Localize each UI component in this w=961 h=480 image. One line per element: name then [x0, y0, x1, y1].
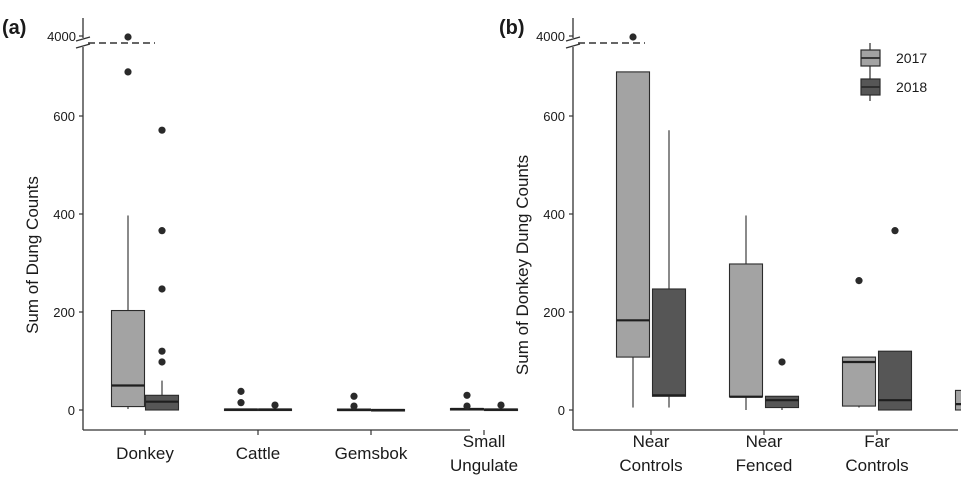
- panel-a-box-1-2017-outlier-1: [237, 387, 245, 395]
- panel-a-category-label-2-line-0: Gemsbok: [335, 444, 408, 463]
- panel-a-box-0-2017-iqr: [110, 309, 146, 408]
- panel-b-box-1-2018-outlier-0: [778, 358, 786, 366]
- panel-a-box-0-2017-outlier-0: [124, 68, 132, 76]
- panel-a-box-2-2017: [336, 392, 372, 412]
- panel-a-box-3-2017-outlier-0: [463, 402, 471, 410]
- panel-a-box-1-2018-outlier-0: [271, 401, 279, 409]
- panel-b-box-0-2017: [615, 33, 651, 408]
- panel-b-y-tick-label-0: 0: [558, 403, 565, 418]
- panel-a-box-0-2018-outlier-1: [158, 347, 166, 355]
- panel-b-category-label-0-line-1: Controls: [619, 456, 682, 475]
- panel-b-y-ticks: 0 200 400 600: [543, 109, 573, 418]
- panel-a-box-2-2017-outlier-1: [350, 392, 358, 400]
- panel-b-box-3-2017: [954, 389, 961, 411]
- panel-b-category-label-2-line-0: Far: [864, 432, 890, 451]
- legend-2017-label: 2017: [896, 50, 927, 66]
- legend-item-2017: 2017: [860, 43, 927, 72]
- panel-a-box-0-2018: [144, 126, 180, 411]
- panel-b-boxes: [615, 33, 961, 411]
- panel-b-break-tick-label: 4000: [536, 29, 565, 44]
- panel-a-break-tick-label: 4000: [47, 29, 76, 44]
- panel-b-box-2-2017-outlier-0: [855, 277, 863, 285]
- panel-a-box-0-2017: [110, 33, 146, 410]
- panel-a: (a) Sum of Dung Counts 4000 0 200 400 600 D…: [2, 17, 519, 475]
- panel-a-category-label-1-line-0: Cattle: [236, 444, 280, 463]
- panel-b-box-2-2018-outlier-0: [891, 227, 899, 235]
- panel-a-box-3-2018: [483, 401, 519, 412]
- panel-b-label: (b): [499, 17, 525, 39]
- panel-b-box-3-2017-iqr: [954, 389, 961, 411]
- panel-a-y-tick-label-2: 400: [53, 207, 75, 222]
- panel-b-box-0-2017-outlier-0: [629, 33, 637, 41]
- panel-b-box-0-2017-iqr: [615, 71, 651, 358]
- legend: 2017 2018: [860, 43, 927, 101]
- panel-a-y-axis-label: Sum of Dung Counts: [23, 176, 42, 334]
- panel-b-box-2-2017-iqr: [841, 356, 877, 407]
- panel-a-y-tick-label-0: 0: [68, 403, 75, 418]
- panel-a-box-0-2018-outlier-3: [158, 227, 166, 235]
- panel-b-y-tick-label-2: 400: [543, 207, 565, 222]
- panel-a-box-0-2018-outlier-2: [158, 285, 166, 293]
- legend-item-2018: 2018: [860, 72, 927, 101]
- panel-a-box-2-2018: [370, 408, 406, 412]
- panel-b-category-label-1-line-1: Fenced: [736, 456, 793, 475]
- panel-a-box-0-2018-outlier-4: [158, 126, 166, 134]
- panel-b-category-label-1-line-0: Near: [746, 432, 783, 451]
- panel-a-category-label-3-line-0: Small: [463, 432, 506, 451]
- panel-b-y-tick-label-1: 200: [543, 305, 565, 320]
- panel-a-box-1-2017: [223, 387, 259, 412]
- panel-b-box-2-2018: [877, 227, 913, 411]
- panel-b-box-1-2017: [728, 215, 764, 410]
- panel-a-box-3-2018-outlier-0: [497, 401, 505, 409]
- panel-b-axis-break-mark-2: [565, 43, 581, 49]
- panel-a-category-label-0-line-0: Donkey: [116, 444, 174, 463]
- panel-a-axis-break-mark-1: [75, 36, 91, 42]
- panel-a-box-0-2017-outlier-1: [124, 33, 132, 41]
- panel-b-box-1-2018: [764, 358, 800, 410]
- panel-a-label: (a): [2, 17, 26, 39]
- panel-a-box-3-2017-outlier-1: [463, 391, 471, 399]
- panel-a-boxes: [110, 33, 519, 412]
- panel-a-box-1-2017-outlier-0: [237, 399, 245, 407]
- panel-b: (b) Sum of Donkey Dung Counts 4000 0 200 4…: [499, 17, 961, 475]
- panel-a-y-tick-label-3: 600: [53, 109, 75, 124]
- panel-a-category-label-3-line-1: Ungulate: [450, 456, 518, 475]
- panel-b-box-1-2017-iqr: [728, 263, 764, 398]
- panel-a-box-3-2017: [449, 391, 485, 411]
- panel-b-box-0-2018-iqr: [651, 288, 687, 397]
- panel-a-y-tick-label-1: 200: [53, 305, 75, 320]
- panel-b-box-2-2017: [841, 277, 877, 408]
- panel-a-box-1-2018: [257, 401, 293, 412]
- panel-a-axis-break-mark-2: [75, 43, 91, 49]
- panel-a-y-ticks: 0 200 400 600: [53, 109, 83, 418]
- panel-b-y-axis-label: Sum of Donkey Dung Counts: [513, 155, 532, 375]
- panel-b-axis-break-mark-1: [565, 36, 581, 42]
- panel-b-category-label-0-line-0: Near: [633, 432, 670, 451]
- panel-a-category-labels: Donkey Cattle Gemsbok Small Ungulate: [116, 430, 518, 475]
- panel-b-category-labels: NearControlsNearFencedFarControlsFarFenc…: [619, 430, 909, 475]
- panel-b-category-label-2-line-1: Controls: [845, 456, 908, 475]
- panel-b-y-tick-label-3: 600: [543, 109, 565, 124]
- panel-b-box-1-2018-iqr: [764, 395, 800, 409]
- panel-b-box-0-2018: [651, 130, 687, 408]
- panel-a-box-0-2018-outlier-0: [158, 358, 166, 366]
- panel-a-box-2-2017-outlier-0: [350, 402, 358, 410]
- legend-2018-label: 2018: [896, 79, 927, 95]
